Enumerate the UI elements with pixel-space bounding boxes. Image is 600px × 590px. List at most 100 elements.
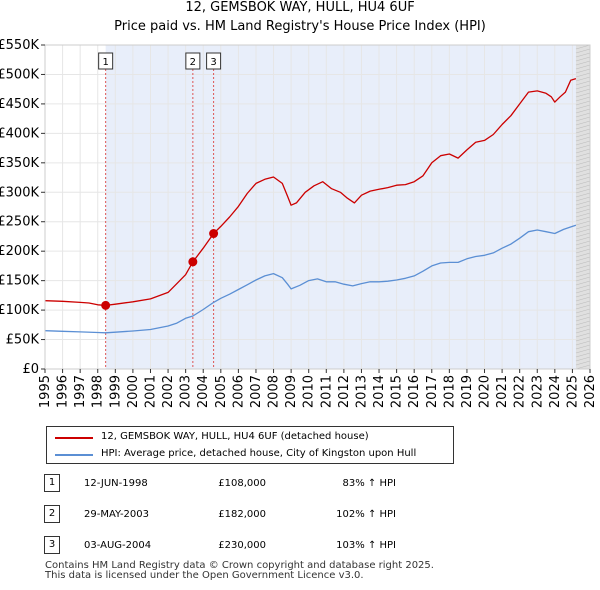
hatch-line [575, 248, 591, 254]
y-tick-label: £150K [0, 274, 39, 289]
hatch-line [575, 272, 591, 278]
x-tick-label: 2026 [583, 375, 598, 408]
y-tick-label: £250K [0, 215, 39, 230]
hatch-line [575, 232, 591, 238]
x-tick-label: 1997 [73, 375, 88, 408]
plot-border [44, 44, 591, 370]
ownership-shade [105, 45, 576, 369]
hatch-line [575, 240, 591, 246]
hatch-line [575, 152, 591, 158]
y-tick-label: £200K [0, 244, 39, 259]
transaction-date: 03-AUG-2004 [84, 540, 152, 551]
hatch-line [575, 360, 591, 366]
chart-title: 12, GEMSBOK WAY, HULL, HU4 6UF [185, 0, 414, 15]
hatch-line [575, 120, 591, 126]
footer-licence: This data is licensed under the Open Gov… [45, 570, 364, 581]
hatch-line [575, 340, 591, 346]
legend-swatch-hpi [55, 454, 93, 456]
hatch-line [575, 56, 591, 62]
hatch-line [575, 164, 591, 170]
transaction-date: 12-JUN-1998 [84, 478, 148, 489]
x-tick-label: 2001 [143, 375, 158, 408]
hatch-line [575, 68, 591, 74]
hatch-line [575, 64, 591, 70]
hatch-line [575, 112, 591, 118]
transaction-hpi: 103% ↑ HPI [336, 540, 396, 551]
transaction-row: 1 12-JUN-1998 £108,000 83% ↑ HPI [44, 474, 464, 494]
hatch-line [575, 188, 591, 194]
chart-subtitle: Price paid vs. HM Land Registry's House … [114, 19, 486, 34]
x-tick-label: 2011 [319, 375, 334, 408]
hatch-line [575, 108, 591, 114]
hatch-line [575, 76, 591, 82]
transaction-hpi: 83% ↑ HPI [342, 478, 396, 489]
event-marker-box [206, 52, 222, 70]
hatch-line [575, 172, 591, 178]
hatch-line [575, 332, 591, 338]
hatch-line [575, 320, 591, 326]
x-axis: 1995 1996 1997 1998 1999 2000 2001 2002 2003 2004… [38, 369, 598, 408]
hatch-line [575, 300, 591, 306]
hatch-line [575, 116, 591, 122]
x-tick-label: 2005 [214, 375, 229, 408]
x-tick-label: 1995 [38, 375, 53, 408]
transaction-row: 2 29-MAY-2003 £182,000 102% ↑ HPI [44, 505, 464, 525]
hatch-line [575, 100, 591, 106]
y-tick-label: £100K [0, 303, 39, 318]
y-tick-label: £0 [22, 362, 39, 377]
series-group [44, 77, 577, 334]
hatch-line [575, 336, 591, 342]
hatch-line [575, 92, 591, 98]
hatch-line [575, 216, 591, 222]
x-tick-label: 2010 [302, 375, 317, 408]
y-tick-label: £450K [0, 97, 39, 112]
hatch-line [575, 180, 591, 186]
hatch-line [575, 256, 591, 262]
hatch-line [575, 344, 591, 350]
hatch-line [575, 356, 591, 362]
hatch-line [575, 204, 591, 210]
hatch-line [575, 276, 591, 282]
hatch-line [575, 168, 591, 174]
hatch-line [575, 260, 591, 266]
footer: Contains HM Land Registry data © Crown c… [45, 561, 434, 581]
event-marker-label: 1 [102, 57, 108, 68]
hatch-line [575, 144, 591, 150]
hatch-line [575, 80, 591, 86]
x-tick-label: 2025 [565, 375, 580, 408]
y-axis: £0 £50K £100K £150K £200K £250K £300K £350K £400… [0, 38, 45, 377]
hatch-line [575, 364, 591, 370]
hatch-line [575, 328, 591, 334]
x-tick-label: 2020 [478, 375, 493, 408]
x-tick-label: 2022 [513, 375, 528, 408]
transaction-hpi: 102% ↑ HPI [336, 509, 396, 520]
x-tick-label: 1998 [91, 375, 106, 408]
hatch-line [575, 288, 591, 294]
legend-label-property: 12, GEMSBOK WAY, HULL, HU4 6UF (detached… [101, 431, 369, 442]
hatch-line [575, 156, 591, 162]
hatch-line [575, 252, 591, 258]
event-marker-label: 3 [210, 57, 216, 68]
event-points [101, 229, 219, 310]
hatch-line [575, 196, 591, 202]
hatch-line [575, 348, 591, 354]
hatch-line [575, 244, 591, 250]
hatch-line [575, 312, 591, 318]
x-tick-label: 1999 [108, 375, 123, 408]
hatch-line [575, 52, 591, 58]
hatch-line [575, 96, 591, 102]
event-marker-box [185, 52, 201, 70]
hatch-line [575, 176, 591, 182]
hatch-line [575, 128, 591, 134]
hatch-line [575, 264, 591, 270]
x-tick-label: 1996 [56, 375, 71, 408]
series-line-hpi [44, 224, 577, 334]
hatch-line [575, 84, 591, 90]
hatch-line [575, 236, 591, 242]
y-tick-label: £400K [0, 126, 39, 141]
legend-swatch-property [55, 437, 93, 439]
x-tick-label: 2000 [126, 375, 141, 408]
hatch-line [575, 224, 591, 230]
hatch-line [575, 192, 591, 198]
hatch-line [575, 316, 591, 322]
